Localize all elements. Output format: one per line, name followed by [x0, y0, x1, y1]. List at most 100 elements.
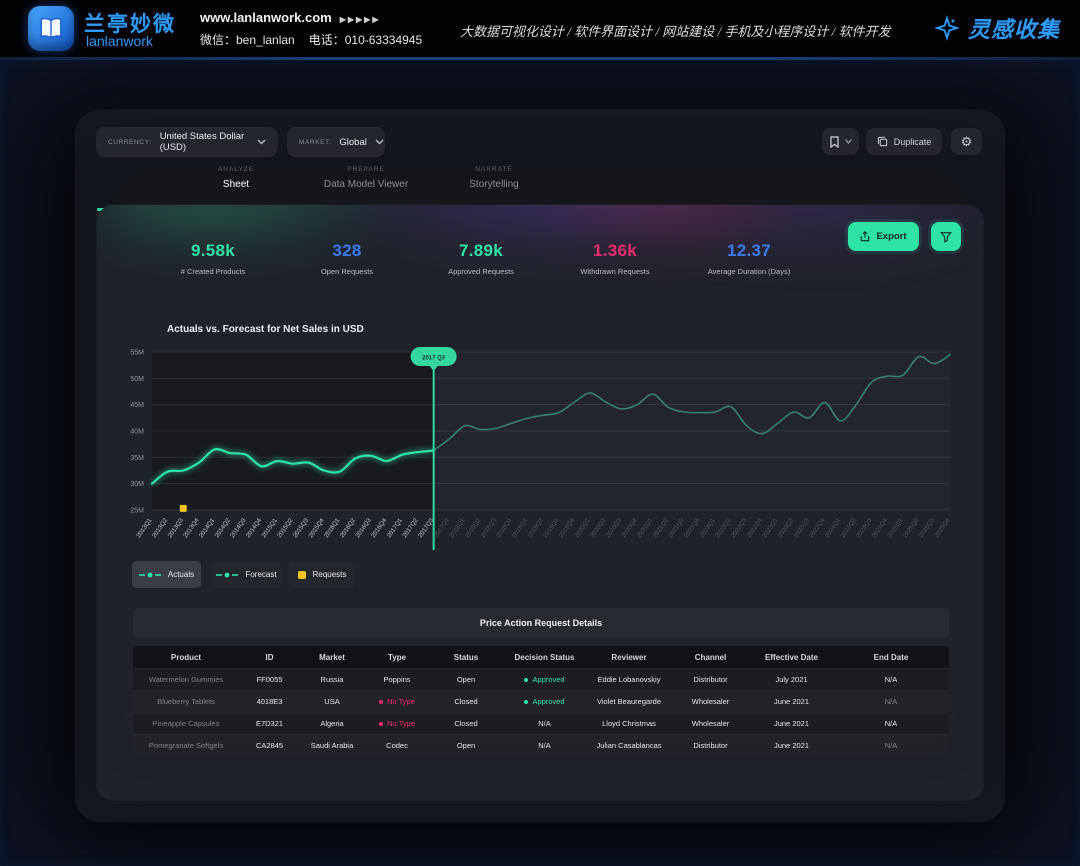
column-header-decision-status[interactable]: Decision Status [514, 652, 575, 662]
kpi-value: 12.37 [726, 241, 772, 260]
table-cell: Poppins [383, 675, 411, 684]
tab-group-label: ANALYZE [217, 166, 255, 173]
tab-data-model-viewer[interactable]: PREPARE Data Model Viewer [276, 166, 456, 190]
status-badge: Approved [502, 697, 587, 706]
tab-sheet[interactable]: ANALYZE Sheet [146, 166, 326, 190]
dash-dot-line-icon [138, 571, 161, 579]
brand-name-cn: 兰亭妙微 [84, 13, 176, 36]
table-row[interactable]: Watermelon Gummies FF0055 Russia Poppins Ope… [133, 668, 949, 690]
kpi--created-products: 9.58k # Created Products [138, 241, 288, 276]
currency-dropdown[interactable]: CURRENCY: United States Dollar (USD) [96, 127, 278, 157]
funnel-icon [940, 231, 952, 243]
divider-tooltip-label: 2017 Q3 [422, 356, 446, 362]
tab-label: Sheet [222, 179, 250, 190]
column-header-product[interactable]: Product [170, 652, 202, 662]
legend-toggle-forecast[interactable]: Forecast [212, 561, 281, 588]
y-axis-label: 35M [130, 455, 144, 462]
wechat-id: 微信：ben_lanlan [200, 33, 295, 47]
table-cell: Saudi Arabia [310, 741, 354, 750]
status-dot-icon [379, 722, 384, 727]
sheet-panel: Export 9.58k # Created Products 328 Open Re… [97, 205, 983, 800]
table-cell: July 2021 [775, 675, 808, 684]
column-header-status[interactable]: Status [453, 652, 479, 662]
column-header-end-date[interactable]: End Date [873, 652, 909, 662]
table-row[interactable]: Blueberry Tablets 4018E3 USA No Type Closed A… [133, 690, 949, 712]
requests-marker[interactable] [179, 504, 187, 512]
table-row[interactable]: Pomegranate Softgels CA2845 Saudi Arabia Co… [133, 734, 949, 756]
column-header-type[interactable]: Type [387, 652, 407, 662]
book-icon [36, 14, 66, 44]
site-url[interactable]: www.lanlanwork.com ▶▶▶▶▶ [200, 10, 381, 25]
table-cell: Open [456, 675, 476, 684]
currency-value: United States Dollar (USD) [159, 131, 245, 153]
gear-icon: ⚙ [960, 133, 973, 149]
brand-logo[interactable] [28, 6, 74, 51]
status-text: Approved [532, 675, 565, 684]
export-button[interactable]: Export [848, 222, 919, 251]
y-axis-label: 50M [130, 376, 144, 383]
table-header-row: Product ID Market Type Status Decision Status… [133, 646, 949, 668]
column-header-channel[interactable]: Channel [694, 652, 727, 662]
status-dot-icon [524, 700, 529, 705]
legend-toggle-actuals[interactable]: Actuals [132, 561, 201, 588]
table-cell: USA [324, 697, 340, 706]
table-cell: Distributor [693, 675, 728, 684]
table-cell: Pineapple Capsules [152, 719, 220, 728]
kpi-value: 328 [332, 241, 362, 260]
actuals-region-shade [152, 352, 434, 510]
export-icon [860, 231, 870, 242]
legend-toggle-requests[interactable]: Requests [289, 561, 355, 588]
kpi-open-requests: 328 Open Requests [272, 241, 422, 276]
arrows-decoration: ▶▶▶▶▶ [339, 15, 381, 24]
tab-label: Data Model Viewer [323, 179, 409, 190]
services-list: 大数据可视化设计 / 软件界面设计 / 网站建设 / 手机及小程序设计 / 软件… [460, 24, 891, 39]
bookmark-icon [829, 135, 839, 148]
tab-group-label: NARRATE [475, 166, 513, 173]
table-cell: June 2021 [773, 741, 810, 750]
status-dot-icon [524, 678, 529, 683]
column-header-effective-date[interactable]: Effective Date [765, 652, 818, 662]
page-background: CURRENCY: United States Dollar (USD) MAR… [0, 60, 1080, 866]
chart-title: Actuals vs. Forecast for Net Sales in US… [167, 324, 364, 335]
table-cell: Algeria [320, 719, 344, 728]
kpi-label: # Created Products [180, 267, 246, 276]
table-cell: Distributor [693, 741, 728, 750]
table-row[interactable]: Pineapple Capsules E7D321 Algeria No Type Cl… [133, 712, 949, 734]
inspiration-collect[interactable]: 灵感收集 [934, 12, 1060, 44]
kpi-label: Average Duration (Days) [707, 267, 791, 276]
tab-storytelling[interactable]: NARRATE Storytelling [404, 166, 584, 190]
legend-label: Actuals [167, 570, 195, 579]
status-text: No Type [387, 719, 415, 728]
table-cell: E7D321 [255, 719, 284, 728]
filter-button[interactable] [931, 222, 961, 251]
column-header-reviewer[interactable]: Reviewer [611, 652, 647, 662]
table-cell: Wholesaler [691, 697, 730, 706]
chevron-down-icon [844, 139, 852, 144]
market-dropdown[interactable]: MARKET: Global [287, 127, 385, 157]
tab-group-label: PREPARE [347, 166, 385, 173]
copy-icon [877, 136, 888, 147]
settings-button[interactable]: ⚙ [951, 128, 982, 155]
divider-tooltip [410, 347, 457, 366]
status-dot-icon [379, 700, 384, 705]
chevron-down-icon [257, 139, 266, 145]
table-cell: CA2845 [255, 741, 284, 750]
table-cell: Eddie Lobanovskiy [597, 675, 661, 684]
contact-info: 微信：ben_lanlan 电话：010-63334945 [200, 31, 436, 48]
column-header-market[interactable]: Market [319, 652, 345, 662]
brand-name-en: lanlanwork [86, 33, 153, 49]
duplicate-button[interactable]: Duplicate [866, 128, 942, 155]
net-sales-chart[interactable]: 55M 50M 45M 40M 35M 30M 25M 2013Q1 2013Q2 2013Q3 2… [117, 345, 967, 560]
table-cell: N/A [538, 719, 551, 728]
sparkle-icon [934, 15, 960, 41]
y-axis-label: 25M [130, 508, 144, 515]
bookmark-button[interactable] [822, 128, 859, 155]
legend-label: Requests [312, 570, 347, 579]
site-header: 兰亭妙微 lanlanwork www.lanlanwork.com ▶▶▶▶▶ … [0, 0, 1080, 57]
table-cell: June 2021 [773, 719, 810, 728]
status-badge: No Type [364, 697, 430, 706]
tab-label: Storytelling [469, 179, 519, 190]
column-header-id[interactable]: ID [265, 652, 274, 662]
header-divider [0, 57, 1080, 60]
collect-label: 灵感收集 [967, 17, 1060, 42]
